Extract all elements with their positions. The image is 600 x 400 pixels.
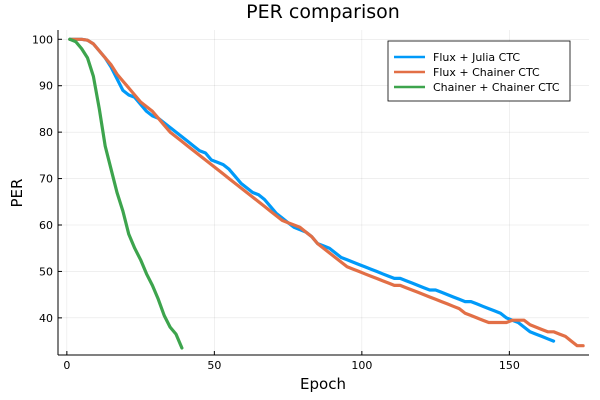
x-tick-label: 150 bbox=[499, 359, 520, 372]
y-axis-title: PER bbox=[8, 179, 26, 208]
axes bbox=[57, 30, 589, 356]
series-lines bbox=[68, 37, 585, 350]
chart-title: PER comparison bbox=[246, 1, 400, 23]
series-line-2 bbox=[68, 37, 184, 350]
y-tick-label: 70 bbox=[39, 173, 53, 186]
y-tick-label: 50 bbox=[39, 265, 53, 278]
y-tick-label: 80 bbox=[39, 126, 53, 139]
x-axis-title: Epoch bbox=[300, 375, 346, 393]
legend: Flux + Julia CTC Flux + Chainer CTC Chai… bbox=[387, 40, 571, 102]
y-tick-label: 100 bbox=[32, 33, 53, 46]
series-line-1 bbox=[68, 37, 585, 348]
legend-label-flux-julia: Flux + Julia CTC bbox=[433, 51, 520, 64]
x-tick-label: 50 bbox=[207, 359, 221, 372]
y-ticks: 40 50 60 70 80 90 100 bbox=[32, 33, 62, 325]
x-tick-label: 100 bbox=[351, 359, 372, 372]
x-tick-label: 0 bbox=[63, 359, 70, 372]
y-tick-label: 40 bbox=[39, 312, 53, 325]
y-tick-label: 60 bbox=[39, 219, 53, 232]
y-tick-label: 90 bbox=[39, 80, 53, 93]
legend-label-flux-chainer: Flux + Chainer CTC bbox=[433, 66, 540, 79]
x-ticks: 0 50 100 150 bbox=[63, 351, 520, 372]
legend-label-chainer-chainer: Chainer + Chainer CTC bbox=[433, 81, 560, 94]
